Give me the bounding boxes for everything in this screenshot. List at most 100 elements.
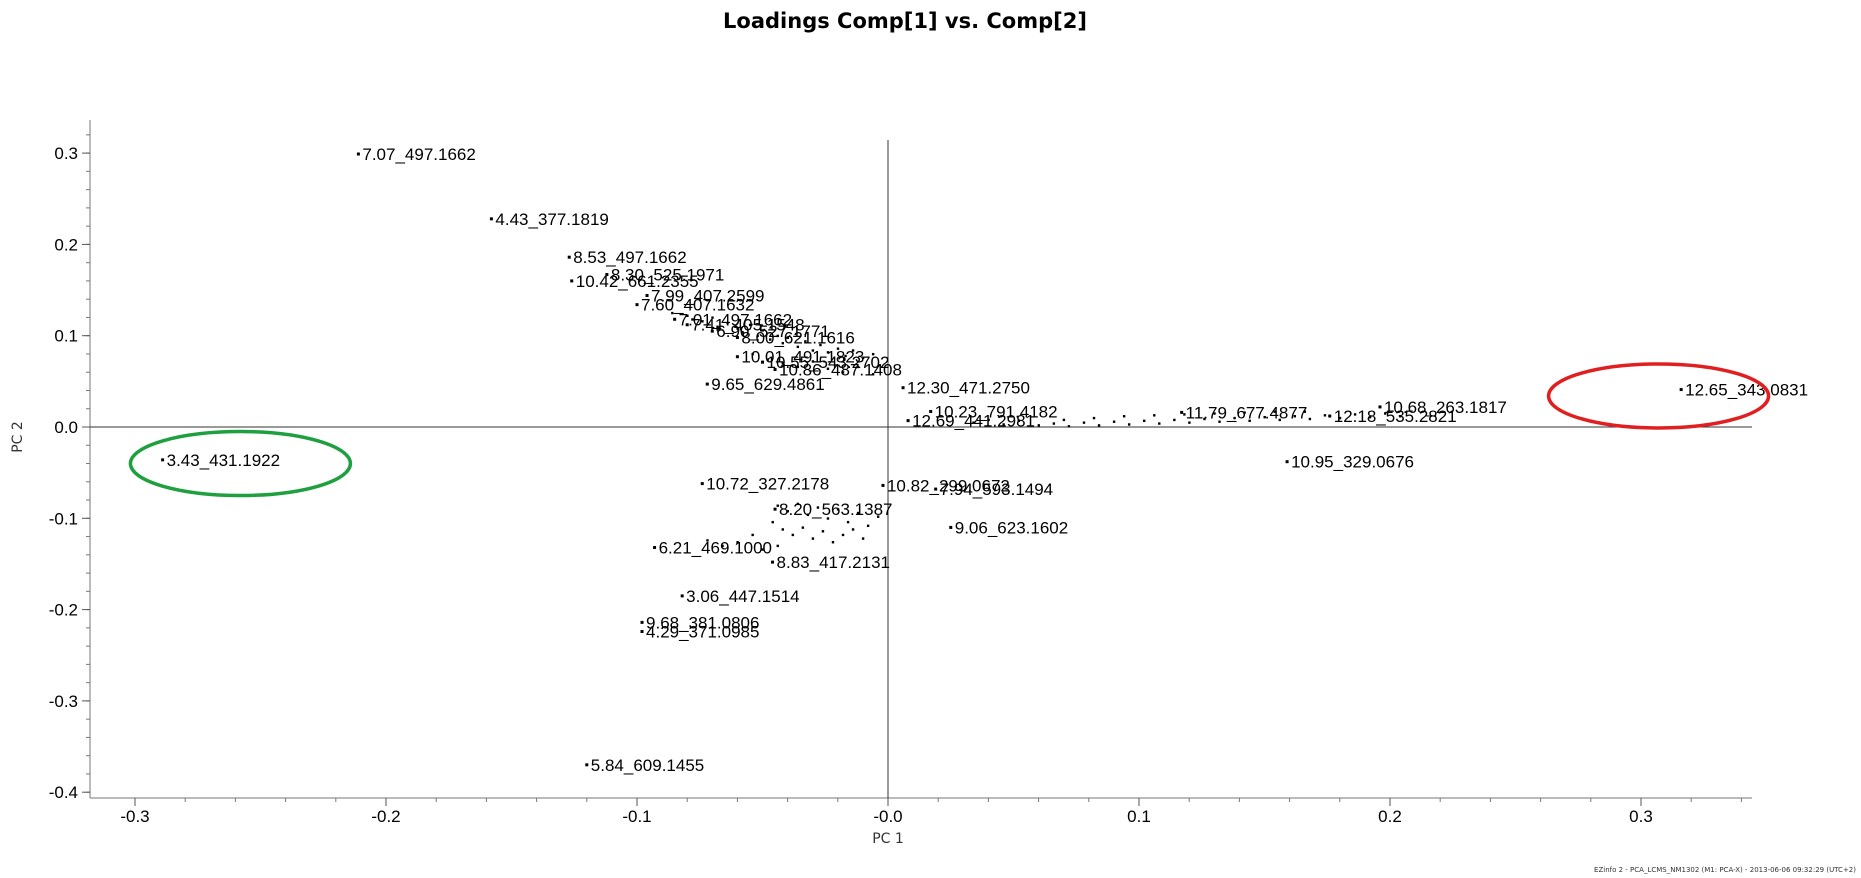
point-label: 4.29_371.0985 — [646, 623, 759, 642]
cluster-point — [811, 537, 815, 540]
cluster-point — [791, 533, 795, 537]
scatter-point: 6.90_527.1771 — [710, 322, 830, 341]
scatter-point: 3.43_431.1922 — [161, 451, 280, 470]
point-marker — [773, 507, 777, 511]
cluster-point — [769, 338, 772, 341]
cluster-point — [811, 360, 815, 363]
cluster-point — [1353, 413, 1357, 416]
point-label: 9.65_629.4861 — [711, 375, 824, 394]
scatter-point: 6.21_469.1000 — [653, 539, 772, 558]
scatter-point: 8.83_417.2131 — [771, 553, 890, 572]
cluster-point — [1203, 417, 1206, 421]
point-marker — [653, 546, 657, 550]
cluster-point — [1122, 415, 1126, 418]
point-label: 4.43_377.1819 — [495, 210, 608, 229]
point-label: 7.60_407.1632 — [641, 296, 754, 315]
cluster-point — [796, 502, 800, 506]
point-label: 8.53_497.1662 — [573, 248, 686, 267]
cluster-point — [836, 347, 840, 350]
point-label: 8.30_525.1971 — [611, 266, 724, 285]
cluster-point — [766, 358, 769, 361]
cluster-point — [1037, 424, 1040, 427]
red-highlight-ellipse — [1546, 362, 1771, 430]
point-label: 8.20_563.1387 — [779, 500, 892, 519]
cluster-point — [861, 537, 865, 540]
cluster-point — [1218, 420, 1221, 423]
point-label: 10.86_487.1408 — [779, 360, 902, 379]
cluster-point — [706, 539, 709, 542]
cluster-point — [846, 520, 850, 524]
cluster-point — [844, 354, 847, 358]
cluster-point — [1243, 411, 1246, 414]
scatter-point: 4.29_371.0985 — [640, 623, 759, 642]
cluster-point — [781, 362, 784, 365]
ellipse-layer — [128, 362, 1771, 498]
y-tick-label: 0.0 — [54, 418, 78, 437]
scatter-point: 10.55_543.2702 — [761, 353, 889, 372]
cluster-point — [1062, 418, 1066, 422]
point-marker — [901, 386, 905, 390]
cluster-point — [1263, 415, 1266, 419]
cluster-point — [1127, 423, 1131, 426]
cluster-point — [711, 316, 714, 319]
cluster-point — [856, 365, 860, 369]
point-label: 5.84_609.1455 — [591, 756, 704, 775]
scatter-point: 12.69_441.2981 — [906, 412, 1035, 431]
y-tick-label: 0.1 — [54, 327, 78, 346]
cluster-point — [1112, 420, 1116, 423]
cluster-point — [1213, 412, 1216, 415]
point-marker — [906, 419, 910, 423]
point-marker — [735, 355, 739, 359]
green-highlight-ellipse — [128, 429, 353, 498]
point-marker — [735, 336, 739, 340]
cluster-point — [804, 340, 807, 343]
cluster-point — [771, 520, 774, 524]
cluster-point — [691, 318, 694, 321]
cluster-point — [1067, 425, 1071, 428]
cluster-point — [726, 321, 729, 325]
scatter-point: 12.65_343.0831 — [1679, 381, 1808, 400]
cluster-point — [1303, 410, 1307, 413]
cluster-point — [796, 345, 800, 349]
cluster-point — [776, 544, 779, 548]
cluster-point — [761, 548, 764, 551]
scatter-point: 3.06_447.1514 — [680, 587, 800, 606]
y-tick-label: -0.1 — [49, 509, 78, 528]
point-marker — [680, 594, 684, 598]
cluster-point — [876, 515, 880, 518]
cluster-point — [1092, 416, 1096, 420]
point-label: 9.06_623.1602 — [955, 518, 1068, 537]
point-marker — [356, 152, 360, 156]
point-marker — [929, 409, 933, 413]
y-tick-label: -0.4 — [49, 783, 78, 802]
cluster-point — [796, 365, 800, 369]
scatter-point: 7.60_407.1632 — [635, 296, 754, 315]
cluster-point — [751, 352, 754, 356]
axes-layer: -0.3 -0.2 -0.1 -0.0 0.1 0.2 0.3 0.3 0.2 0.1 0.0 -0.… — [49, 134, 1752, 826]
point-marker — [705, 382, 709, 386]
cluster-point — [871, 352, 875, 356]
cluster-point — [786, 336, 789, 339]
scatter-point: 9.06_623.1602 — [949, 518, 1068, 537]
cluster-point — [1278, 418, 1281, 422]
point-marker — [605, 273, 609, 277]
scatter-point: 5.84_609.1455 — [585, 756, 704, 775]
point-label: 10.68_263.1817 — [1384, 398, 1507, 417]
scatter-point: 8.00_621.1616 — [735, 329, 855, 348]
cluster-point — [811, 349, 815, 352]
cluster-point — [972, 421, 975, 424]
point-label: 7.99_407.2599 — [651, 287, 764, 306]
point-marker — [710, 329, 714, 333]
scatter-point: 9.68_381.0806 — [640, 613, 759, 632]
point-marker — [645, 294, 649, 298]
scatter-point: 8.53_497.1662 — [567, 248, 687, 267]
scatter-point: 7.41_405.1548 — [685, 316, 805, 335]
scatter-point: 8.30_525.1971 — [605, 266, 724, 285]
point-label: 8.83_417.2131 — [777, 553, 890, 572]
point-label: 10.55_543.2702 — [767, 353, 890, 372]
cluster-point — [786, 509, 789, 513]
point-label: 6.21_469.1000 — [659, 539, 772, 558]
x-tick-label: -0.3 — [120, 807, 149, 826]
point-label: 11.79_677.4877 — [1186, 403, 1308, 422]
scatter-point: 10.01_491.1823 — [735, 348, 864, 367]
